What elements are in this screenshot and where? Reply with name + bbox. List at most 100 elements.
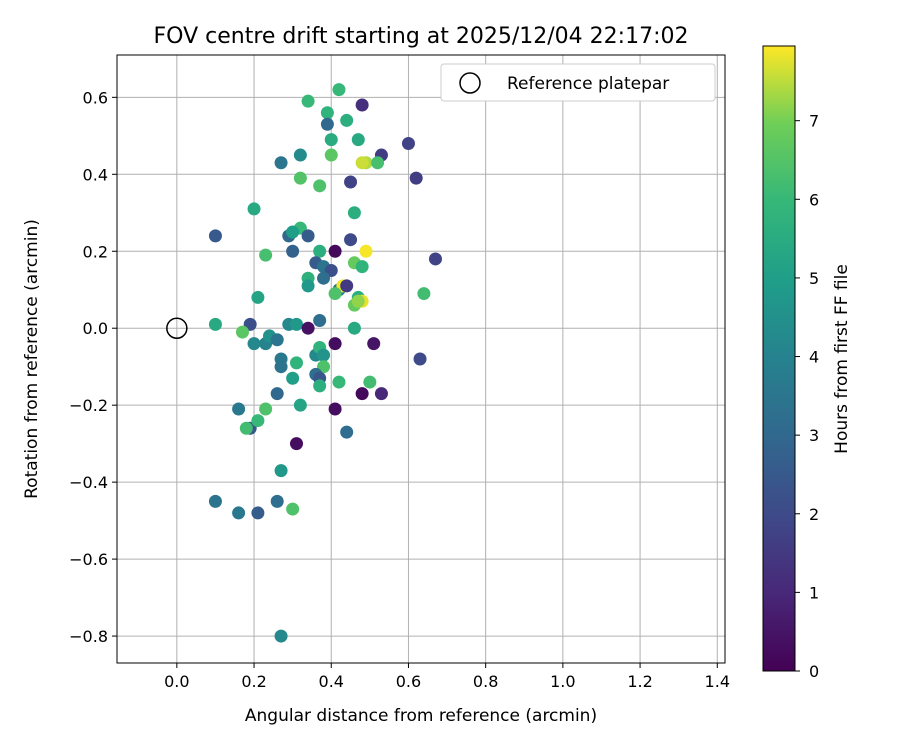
y-tick-label: −0.4 xyxy=(69,473,108,492)
legend-label: Reference platepar xyxy=(507,74,669,94)
scatter-point xyxy=(274,360,288,374)
scatter-point xyxy=(274,156,288,170)
y-tick-label: 0.6 xyxy=(83,88,108,107)
scatter-point xyxy=(247,337,261,351)
scatter-point xyxy=(286,502,300,516)
scatter-point xyxy=(340,113,354,127)
scatter-point xyxy=(340,279,354,293)
y-tick-label: −0.6 xyxy=(69,550,108,569)
x-axis-ticks: 0.0 0.2 0.4 0.6 0.8 1.0 1.2 1.4 xyxy=(164,663,730,691)
scatter-point xyxy=(347,206,361,220)
scatter-point xyxy=(247,202,261,216)
scatter-point xyxy=(259,402,273,416)
colorbar-tick-label: 5 xyxy=(809,269,819,288)
scatter-point xyxy=(328,337,342,351)
colorbar-tick-label: 6 xyxy=(809,190,819,209)
data-points xyxy=(166,83,442,643)
scatter-point xyxy=(347,321,361,335)
scatter-point xyxy=(293,148,307,162)
colorbar-ticks: 0 1 2 3 4 5 6 7 xyxy=(795,112,819,681)
scatter-point xyxy=(301,321,315,335)
colorbar-gradient xyxy=(762,45,796,672)
scatter-point xyxy=(409,171,423,185)
scatter-point xyxy=(270,494,284,508)
scatter-point xyxy=(328,402,342,416)
y-tick-label: −0.8 xyxy=(69,627,108,646)
colorbar-tick-label: 2 xyxy=(809,505,819,524)
scatter-point xyxy=(355,98,369,112)
scatter-point xyxy=(293,171,307,185)
scatter-point xyxy=(351,133,365,147)
scatter-point xyxy=(293,398,307,412)
scatter-point xyxy=(290,356,304,370)
colorbar-tick-label: 3 xyxy=(809,426,819,445)
scatter-point xyxy=(332,83,346,97)
scatter-point xyxy=(320,117,334,131)
scatter-point xyxy=(290,317,304,331)
scatter-point xyxy=(324,133,338,147)
scatter-point xyxy=(251,414,265,428)
scatter-point xyxy=(344,233,358,247)
colorbar-tick-label: 4 xyxy=(809,348,819,367)
scatter-point xyxy=(286,371,300,385)
scatter-point xyxy=(235,325,249,339)
scatter-point xyxy=(290,437,304,451)
scatter-point xyxy=(270,333,284,347)
plot-frame xyxy=(116,54,726,664)
scatter-point xyxy=(251,506,265,520)
chart-title: FOV centre drift starting at 2025/12/04 … xyxy=(154,24,689,49)
scatter-point xyxy=(251,290,265,304)
scatter-point xyxy=(355,156,369,170)
y-axis-label: Rotation from reference (arcmin) xyxy=(22,219,42,499)
x-tick-label: 0.4 xyxy=(319,672,344,691)
scatter-point xyxy=(340,425,354,439)
scatter-point xyxy=(355,387,369,401)
scatter-point xyxy=(259,248,273,262)
scatter-point xyxy=(270,387,284,401)
scatter-point xyxy=(313,314,327,328)
y-tick-label: 0.0 xyxy=(83,319,108,338)
x-axis-label: Angular distance from reference (arcmin) xyxy=(245,706,597,726)
scatter-point xyxy=(232,506,246,520)
colorbar-tick-label: 1 xyxy=(809,583,819,602)
scatter-point xyxy=(301,229,315,243)
colorbar-tick-label: 7 xyxy=(809,112,819,131)
colorbar: 0 1 2 3 4 5 6 7 Hours from first FF file xyxy=(762,45,852,681)
x-tick-label: 0.0 xyxy=(164,672,189,691)
legend: Reference platepar xyxy=(440,63,716,102)
legend-box xyxy=(440,63,716,102)
scatter-point xyxy=(417,287,431,301)
x-tick-label: 0.8 xyxy=(473,672,498,691)
legend-reference-marker xyxy=(459,72,481,94)
y-axis-ticks: −0.8 −0.6 −0.4 −0.2 0.0 0.2 0.4 0.6 xyxy=(69,88,117,646)
scatter-point xyxy=(317,348,331,362)
x-tick-label: 0.6 xyxy=(396,672,421,691)
scatter-point xyxy=(274,464,288,478)
scatter-point xyxy=(413,352,427,366)
scatter-point xyxy=(208,317,222,331)
scatter-point xyxy=(371,156,385,170)
y-tick-label: −0.2 xyxy=(69,396,108,415)
gridlines xyxy=(117,55,725,663)
y-tick-label: 0.2 xyxy=(83,242,108,261)
scatter-point xyxy=(359,244,373,258)
x-tick-label: 1.0 xyxy=(550,672,575,691)
scatter-point xyxy=(301,279,315,293)
scatter-point xyxy=(320,106,334,120)
scatter-point xyxy=(286,244,300,258)
x-tick-label: 1.2 xyxy=(627,672,652,691)
scatter-point xyxy=(374,387,388,401)
scatter-point xyxy=(313,379,327,393)
scatter-point xyxy=(328,287,342,301)
scatter-point xyxy=(208,229,222,243)
scatter-point xyxy=(301,94,315,108)
scatter-point xyxy=(317,271,331,285)
scatter-point xyxy=(367,337,381,351)
scatter-point xyxy=(328,244,342,258)
scatter-point xyxy=(351,294,365,308)
colorbar-label: Hours from first FF file xyxy=(832,264,852,454)
scatter-point xyxy=(239,421,253,435)
scatter-point xyxy=(428,252,442,266)
scatter-point xyxy=(232,402,246,416)
